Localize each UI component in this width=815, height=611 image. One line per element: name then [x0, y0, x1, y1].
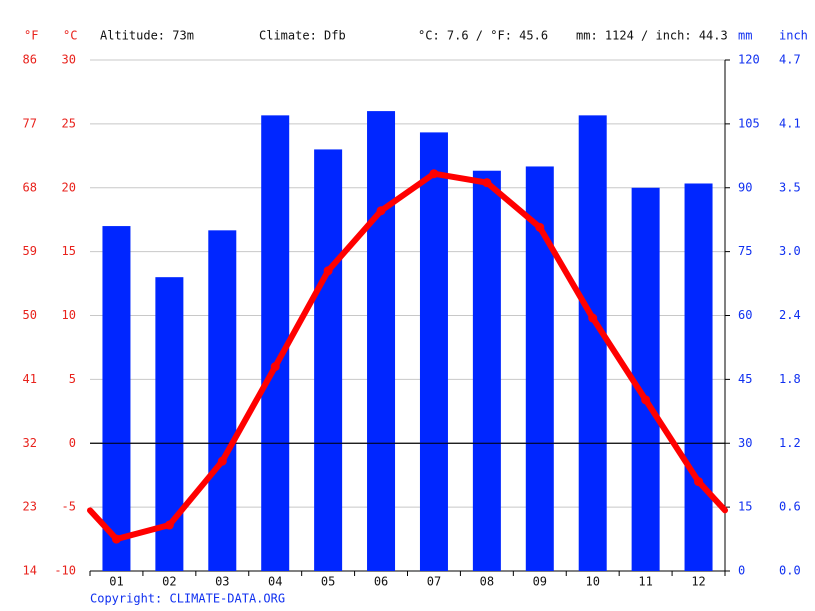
bar	[472, 170, 501, 571]
y-tick-label: 10	[62, 308, 76, 322]
temperature-point	[588, 313, 598, 323]
bar	[525, 166, 554, 572]
x-tick-label: 04	[268, 575, 282, 589]
x-tick-label: 02	[162, 575, 176, 589]
y2-tick-label-inch: 1.8	[779, 372, 801, 386]
y2-tick-label: 105	[738, 116, 760, 130]
c-unit: °C	[63, 29, 77, 43]
x-tick-label: 05	[321, 575, 335, 589]
bar	[419, 132, 448, 571]
y-tick-label-f: 68	[23, 180, 37, 194]
temperature-point	[694, 477, 704, 487]
x-tick-label: 01	[109, 575, 123, 589]
x-tick-label: 06	[374, 575, 388, 589]
x-tick-label: 10	[585, 575, 599, 589]
temperature-point	[217, 456, 227, 466]
y2-tick-label-inch: 4.1	[779, 116, 801, 130]
climate: Climate: Dfb	[259, 29, 346, 43]
x-tick-label: 03	[215, 575, 229, 589]
y2-tick-label-inch: 3.5	[779, 180, 801, 194]
bar	[367, 111, 396, 571]
y-tick-label-f: 50	[23, 308, 37, 322]
y-tick-label-f: 86	[23, 53, 37, 67]
y2-tick-label: 0	[738, 564, 745, 578]
y-tick-label-f: 14	[23, 564, 37, 578]
bar	[314, 149, 343, 572]
temperature-point	[641, 395, 651, 405]
y-tick-label: 5	[69, 372, 76, 386]
total-precip: mm: 1124 / inch: 44.3	[576, 29, 728, 43]
temperature-wrap	[87, 507, 120, 543]
y2-tick-label: 15	[738, 500, 752, 514]
x-tick-label: 07	[427, 575, 441, 589]
temperature-point	[111, 534, 121, 544]
y-tick-label-f: 77	[23, 116, 37, 130]
bar	[684, 183, 713, 571]
y-tick-label: 15	[62, 244, 76, 258]
y-tick-label-f: 23	[23, 500, 37, 514]
x-tick-label: 11	[638, 575, 652, 589]
f-unit: °F	[24, 29, 38, 43]
y2-tick-label: 75	[738, 244, 752, 258]
y2-tick-label: 120	[738, 53, 760, 67]
bar	[578, 115, 607, 571]
y2-tick-label-inch: 3.0	[779, 244, 801, 258]
mean-temp: °C: 7.6 / °F: 45.6	[418, 29, 548, 43]
bar	[102, 226, 131, 571]
temperature-wrap	[695, 478, 728, 514]
y-tick-label: 30	[62, 53, 76, 67]
temperature-point	[270, 362, 280, 372]
copyright: Copyright: CLIMATE-DATA.ORG	[90, 592, 285, 606]
y2-tick-label: 90	[738, 180, 752, 194]
y-tick-label-f: 41	[23, 372, 37, 386]
temperature-point	[535, 222, 545, 232]
y2-tick-label-inch: 0.0	[779, 564, 801, 578]
y-tick-label: 20	[62, 180, 76, 194]
y-tick-label: 0	[69, 436, 76, 450]
y2-tick-label: 30	[738, 436, 752, 450]
y2-tick-label-inch: 4.7	[779, 53, 801, 67]
y-tick-label-f: 32	[23, 436, 37, 450]
x-tick-label: 12	[691, 575, 705, 589]
y-tick-label: -10	[54, 564, 76, 578]
temperature-point	[376, 206, 386, 216]
y2-tick-label: 60	[738, 308, 752, 322]
x-tick-label: 08	[480, 575, 494, 589]
inch-unit: inch	[779, 29, 808, 43]
y2-tick-label-inch: 0.6	[779, 500, 801, 514]
bar	[208, 230, 237, 572]
mm-unit: mm	[738, 29, 752, 43]
temperature-point	[482, 178, 492, 188]
bar	[261, 115, 290, 571]
temperature-point	[164, 520, 174, 530]
x-tick-label: 09	[533, 575, 547, 589]
y-tick-label: -5	[62, 500, 76, 514]
y-tick-label-f: 59	[23, 244, 37, 258]
temperature-point	[429, 169, 439, 179]
y2-tick-label: 45	[738, 372, 752, 386]
temperature-line	[115, 170, 702, 542]
y-tick-label: 25	[62, 116, 76, 130]
y2-tick-label-inch: 1.2	[779, 436, 801, 450]
temperature-point	[323, 266, 333, 276]
bar	[631, 187, 660, 571]
altitude: Altitude: 73m	[100, 29, 194, 43]
y2-tick-label-inch: 2.4	[779, 308, 801, 322]
